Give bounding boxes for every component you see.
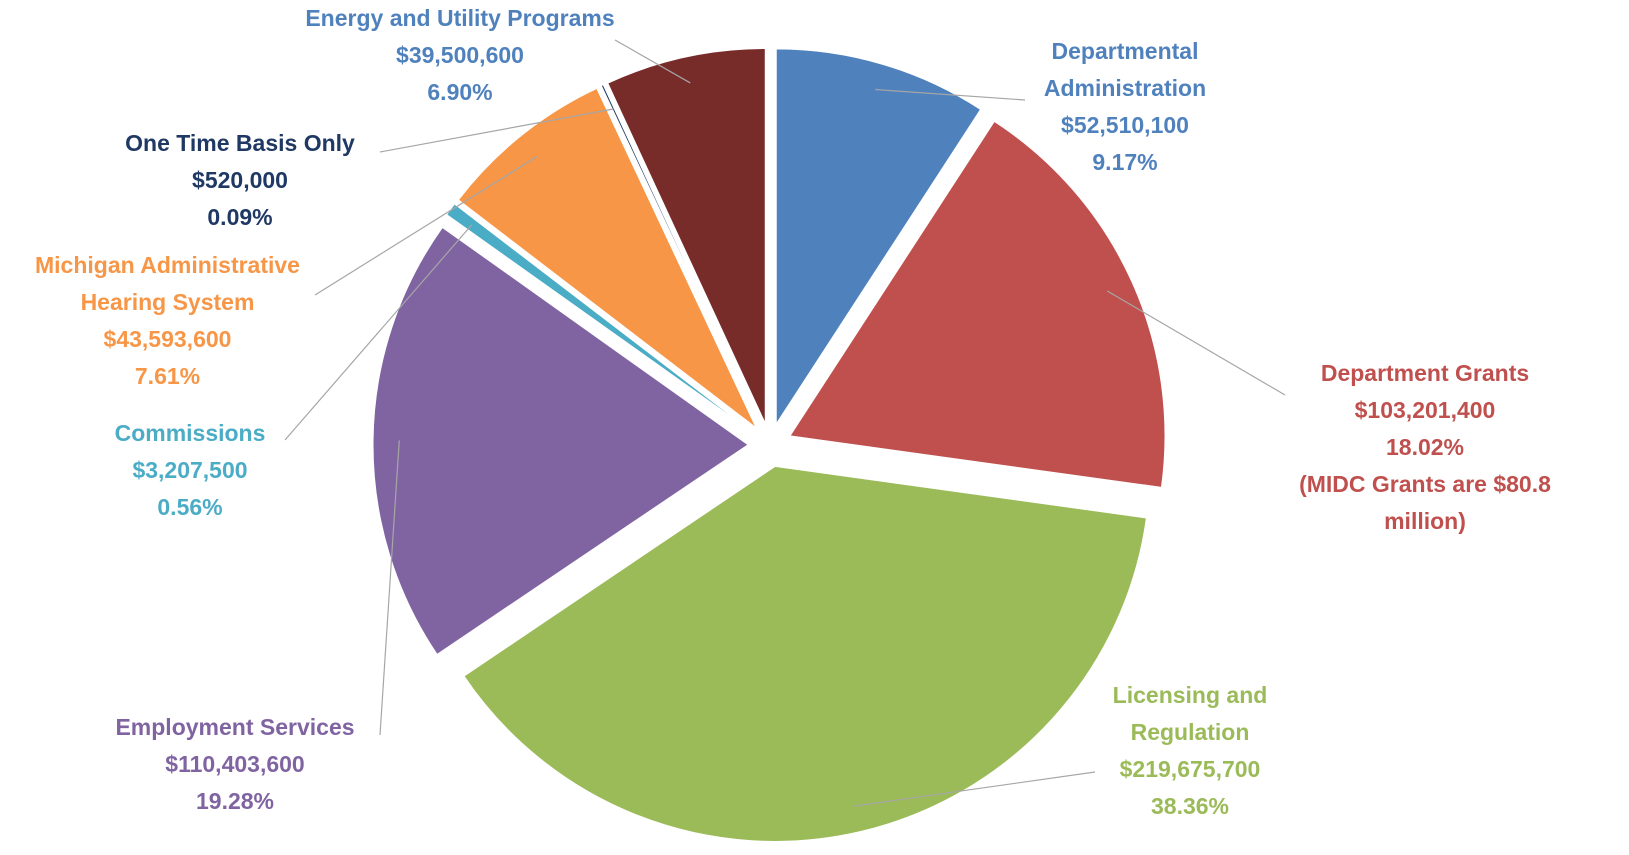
data-label: Michigan Administrative Hearing System $4… <box>0 247 335 395</box>
leader-line <box>379 440 400 736</box>
label-name: Department Grants <box>1320 360 1530 386</box>
data-label: Energy and Utility Programs $39,500,600 6.… <box>270 0 650 111</box>
label-name: One Time Basis Only <box>125 130 355 156</box>
label-percent: 9.17% <box>1092 149 1158 175</box>
pie-slice <box>600 84 762 426</box>
data-label: Department Grants $103,201,400 18.02% (MIDC… <box>1290 355 1560 540</box>
label-percent: 0.09% <box>207 204 273 230</box>
label-name: Departmental Administration <box>1043 38 1207 101</box>
data-label: Licensing and Regulation $219,675,700 38.3… <box>1090 677 1290 825</box>
leader-line <box>314 155 538 296</box>
label-value: $103,201,400 <box>1354 397 1496 423</box>
label-value: $43,593,600 <box>103 326 232 352</box>
data-label: Departmental Administration $52,510,100 9.… <box>1010 33 1240 181</box>
leader-line <box>379 108 614 153</box>
label-name: Licensing and Regulation <box>1112 682 1268 745</box>
label-percent: 18.02% <box>1385 434 1464 460</box>
label-percent: 7.61% <box>134 363 201 389</box>
leader-line <box>284 224 473 441</box>
pie-slice <box>463 465 1147 842</box>
label-value: $219,675,700 <box>1119 756 1261 782</box>
label-value: $3,207,500 <box>132 457 248 483</box>
leader-line <box>614 39 691 84</box>
data-label: One Time Basis Only $520,000 0.09% <box>100 125 380 236</box>
label-percent: 6.90% <box>427 79 493 105</box>
label-value: $39,500,600 <box>396 42 524 68</box>
label-percent: 38.36% <box>1150 793 1229 819</box>
pie-slice <box>775 48 982 426</box>
label-name: Employment Services <box>115 714 355 740</box>
pie-slice <box>445 203 753 433</box>
label-name: Energy and Utility Programs <box>305 5 615 31</box>
label-value: $52,510,100 <box>1061 112 1189 138</box>
pie-slice <box>607 48 766 424</box>
annotation: (MIDC Grants are $80.8 million) <box>1299 471 1551 534</box>
leader-line <box>875 88 1026 101</box>
label-percent: 0.56% <box>157 494 223 520</box>
label-name: Michigan Administrative Hearing System <box>35 252 300 315</box>
data-label: Employment Services $110,403,600 19.28% <box>85 709 385 820</box>
leader-line <box>1106 290 1286 396</box>
label-value: $520,000 <box>192 167 288 193</box>
pie-slice <box>789 120 1166 488</box>
label-value: $110,403,600 <box>165 751 305 777</box>
pie-slice <box>457 87 757 429</box>
label-name: Commissions <box>114 420 266 446</box>
leader-line <box>853 771 1096 807</box>
data-label: Commissions $3,207,500 0.56% <box>95 415 285 526</box>
pie-slice <box>372 226 749 656</box>
label-percent: 19.28% <box>195 788 274 814</box>
